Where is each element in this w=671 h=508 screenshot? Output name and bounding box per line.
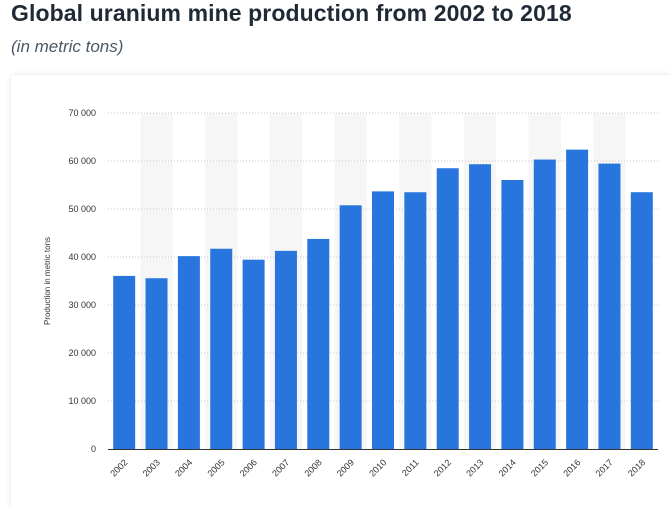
chart-card: 0 10 000 20 000 30 000 40 000 50 000 60 000 70 … (11, 75, 671, 508)
bar-2017 (598, 163, 621, 449)
y-tick-label: 70 000 (68, 108, 96, 118)
bar-2011 (404, 192, 427, 450)
y-tick-label: 10 000 (68, 396, 96, 406)
y-tick-label: 40 000 (68, 252, 96, 262)
x-tick-label: 2010 (367, 457, 388, 478)
x-tick-label: 2007 (270, 457, 291, 478)
bar-2006 (242, 259, 265, 449)
bar-2004 (177, 256, 200, 449)
bar-2008 (307, 238, 330, 449)
chart-title: Global uranium mine production from 2002… (11, 0, 572, 26)
bar-2007 (274, 250, 297, 449)
bar-chart: 0 10 000 20 000 30 000 40 000 50 000 60 000 70 … (43, 108, 658, 479)
x-tick-label: 2009 (335, 457, 356, 478)
y-tick-label: 20 000 (68, 348, 96, 358)
x-axis-ticks: 2002 2003 2004 2005 2006 2007 2008 2009 2010 2011… (108, 457, 647, 478)
chart-subtitle: (in metric tons) (11, 37, 124, 56)
y-tick-label: 0 (91, 444, 96, 454)
y-axis-ticks: 0 10 000 20 000 30 000 40 000 50 000 60 000 70 … (68, 108, 96, 454)
bar-2015 (533, 159, 556, 449)
y-axis-label: Production in metric tons (43, 237, 52, 325)
bar-2002 (113, 275, 136, 449)
bar-2018 (630, 192, 653, 449)
x-tick-label: 2011 (400, 457, 421, 478)
x-tick-label: 2003 (141, 457, 162, 478)
y-tick-label: 50 000 (68, 204, 96, 214)
bar-2014 (501, 180, 524, 449)
y-tick-label: 60 000 (68, 156, 96, 166)
x-tick-label: 2008 (302, 457, 323, 478)
bar-2003 (145, 278, 168, 449)
bar-2013 (469, 164, 492, 450)
x-tick-label: 2002 (108, 457, 129, 478)
bar-2010 (372, 191, 394, 449)
bars (113, 149, 653, 450)
x-tick-label: 2004 (173, 457, 194, 478)
bar-2016 (566, 149, 589, 449)
x-tick-label: 2005 (205, 457, 226, 478)
bar-2009 (339, 205, 362, 449)
bar-2012 (436, 168, 459, 450)
x-tick-label: 2017 (594, 457, 615, 478)
x-tick-label: 2014 (497, 457, 518, 478)
y-tick-label: 30 000 (68, 300, 96, 310)
bar-2005 (210, 248, 233, 449)
x-tick-label: 2018 (626, 457, 647, 478)
x-tick-label: 2012 (432, 457, 453, 478)
x-tick-label: 2006 (238, 457, 259, 478)
x-tick-label: 2016 (561, 457, 582, 478)
x-tick-label: 2015 (529, 457, 550, 478)
x-tick-label: 2013 (464, 457, 485, 478)
